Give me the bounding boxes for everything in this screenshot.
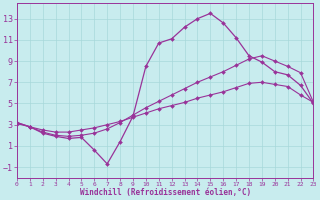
X-axis label: Windchill (Refroidissement éolien,°C): Windchill (Refroidissement éolien,°C) — [80, 188, 251, 197]
